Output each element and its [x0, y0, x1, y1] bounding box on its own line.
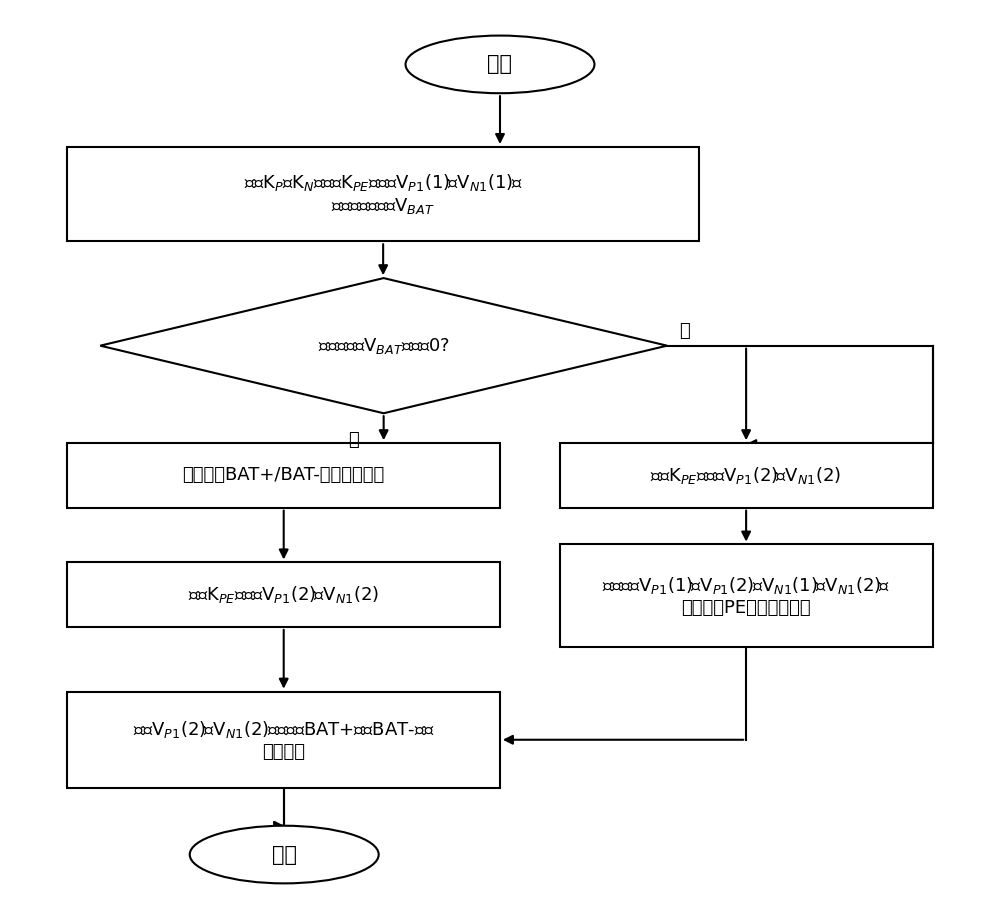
Text: 闭合K$_P$、K$_N$，断开K$_{PE}$，采集V$_{P1}$(1)、V$_{N1}$(1)，
计算电池内总压V$_{BAT}$: 闭合K$_P$、K$_N$，断开K$_{PE}$，采集V$_{P1}$(1)、V…	[244, 172, 522, 216]
Text: 电池内总压V$_{BAT}$是否为0?: 电池内总压V$_{BAT}$是否为0?	[318, 335, 450, 355]
Text: 根据V$_{P1}$(2)和V$_{N1}$(2)的值判断BAT+线和BAT-线的
断线情况: 根据V$_{P1}$(2)和V$_{N1}$(2)的值判断BAT+线和BAT-线…	[133, 719, 434, 761]
FancyBboxPatch shape	[67, 691, 500, 788]
Text: 否: 否	[679, 322, 690, 340]
FancyBboxPatch shape	[67, 562, 500, 627]
FancyBboxPatch shape	[560, 545, 933, 647]
FancyBboxPatch shape	[560, 443, 933, 507]
FancyBboxPatch shape	[67, 443, 500, 507]
Text: 闭合K$_{PE}$，采集V$_{P1}$(2)、V$_{N1}$(2): 闭合K$_{PE}$，采集V$_{P1}$(2)、V$_{N1}$(2)	[650, 465, 842, 486]
Text: 结束: 结束	[272, 844, 297, 865]
Text: 闭合K$_{PE}$，采集V$_{P1}$(2)、V$_{N1}$(2): 闭合K$_{PE}$，采集V$_{P1}$(2)、V$_{N1}$(2)	[188, 584, 379, 605]
Text: 是: 是	[348, 431, 359, 449]
Polygon shape	[100, 278, 667, 414]
Text: 初步判定BAT+/BAT-发生断线故障: 初步判定BAT+/BAT-发生断线故障	[183, 466, 385, 485]
Text: 开始: 开始	[488, 55, 512, 75]
Text: 分别比较V$_{P1}$(1)和V$_{P1}$(2)、V$_{N1}$(1)和V$_{N1}$(2)的
值，判断PE线的断线情况: 分别比较V$_{P1}$(1)和V$_{P1}$(2)、V$_{N1}$(1)和…	[602, 575, 890, 617]
FancyBboxPatch shape	[67, 147, 699, 241]
Ellipse shape	[190, 825, 379, 884]
Ellipse shape	[406, 36, 594, 93]
